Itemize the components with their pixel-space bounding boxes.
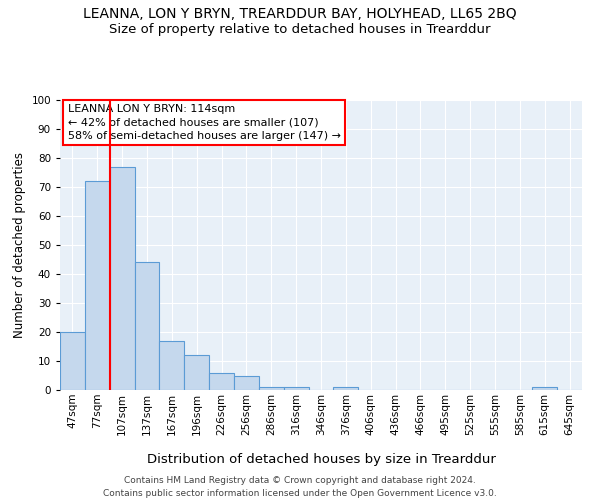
Bar [160,340,184,390]
Bar [184,355,209,390]
Bar [334,387,358,390]
Bar [134,262,160,390]
Text: Contains HM Land Registry data © Crown copyright and database right 2024.
Contai: Contains HM Land Registry data © Crown c… [103,476,497,498]
Bar [259,387,284,390]
Text: LEANNA, LON Y BRYN, TREARDDUR BAY, HOLYHEAD, LL65 2BQ: LEANNA, LON Y BRYN, TREARDDUR BAY, HOLYH… [83,8,517,22]
Bar [284,387,308,390]
Bar [85,181,110,390]
Text: Distribution of detached houses by size in Trearddur: Distribution of detached houses by size … [146,452,496,466]
Bar [234,376,259,390]
Bar [110,166,134,390]
Bar [209,372,234,390]
Text: Size of property relative to detached houses in Trearddur: Size of property relative to detached ho… [109,22,491,36]
Y-axis label: Number of detached properties: Number of detached properties [13,152,26,338]
Bar [60,332,85,390]
Text: LEANNA LON Y BRYN: 114sqm
← 42% of detached houses are smaller (107)
58% of semi: LEANNA LON Y BRYN: 114sqm ← 42% of detac… [68,104,341,141]
Bar [532,387,557,390]
